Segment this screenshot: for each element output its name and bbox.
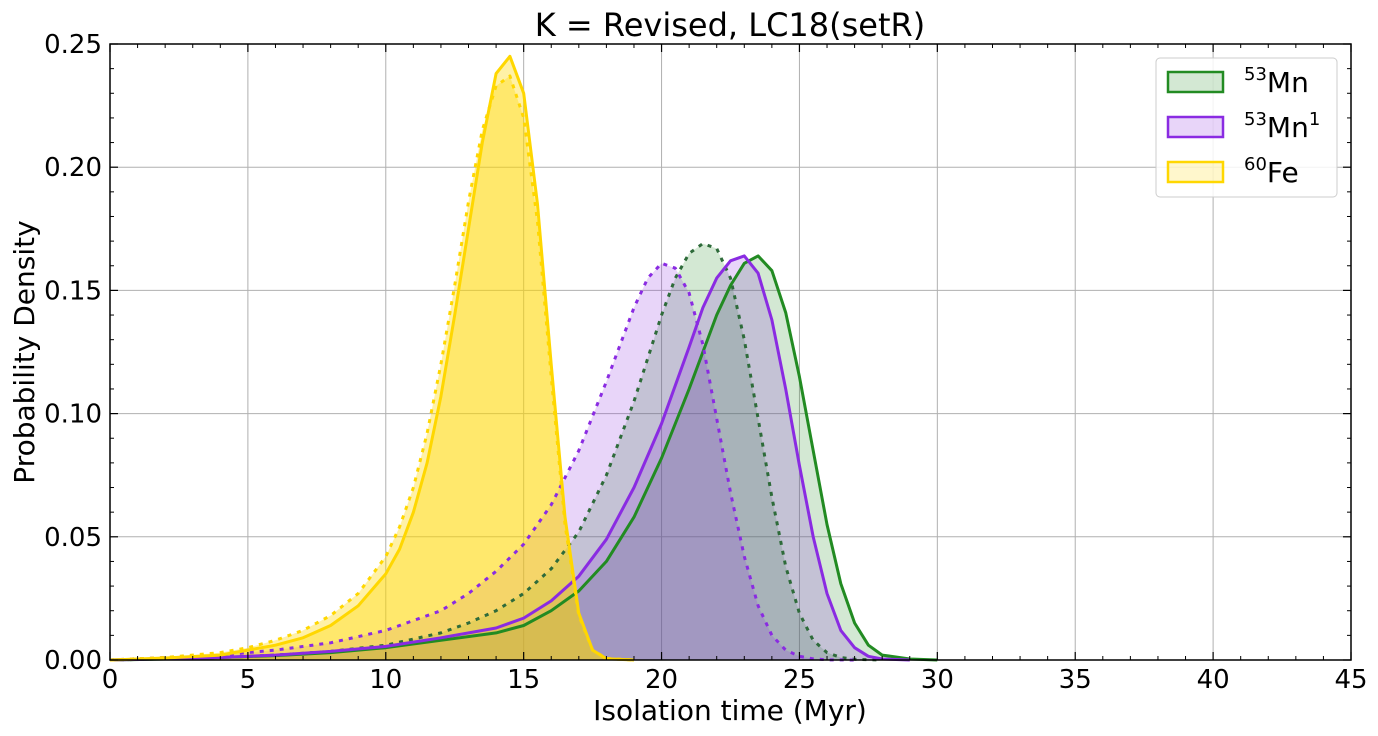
- mn53-1-dashed-line: [109, 261, 855, 662]
- y-tick-label: 0.25: [44, 30, 102, 60]
- legend-label: 60Fe: [1244, 154, 1299, 189]
- x-tick-label: 45: [1334, 665, 1367, 695]
- axis-ticks: 0 5 10 15 20 25 30 35 40 45 0.00 0.05 0.10 0.15 0.20 0.…: [44, 30, 1367, 695]
- x-tick-label: 25: [783, 665, 816, 695]
- mn53-solid-area: [110, 255, 938, 660]
- y-tick-label: 0.15: [44, 276, 102, 306]
- mn53-1-solid-area: [110, 255, 910, 660]
- x-tick-label: 35: [1059, 665, 1092, 695]
- legend-swatch: [1166, 160, 1225, 184]
- x-tick-label: 10: [369, 665, 402, 695]
- x-tick-label: 30: [921, 665, 954, 695]
- mn53-1-dashed-area: [110, 263, 855, 660]
- x-tick-label: 40: [1197, 665, 1230, 695]
- legend-swatch: [1166, 70, 1225, 94]
- fe60-dashed-line: [109, 74, 635, 662]
- legend-swatch: [1166, 115, 1225, 139]
- x-tick-label: 5: [240, 665, 257, 695]
- fe60-solid-area: [110, 56, 634, 661]
- fe60-dashed-area: [110, 76, 634, 660]
- chart-title: K = Revised, LC18(setR): [535, 6, 925, 44]
- plot-frame: [109, 43, 1352, 661]
- y-tick-label: 0.10: [44, 400, 102, 430]
- y-axis-title: Probability Density: [8, 220, 41, 483]
- x-tick-label: 0: [102, 665, 119, 695]
- mn53-dashed-line: [109, 242, 883, 662]
- x-tick-label: 15: [507, 665, 540, 695]
- y-tick-label: 0.05: [44, 523, 102, 553]
- x-axis-title: Isolation time (Myr): [593, 694, 867, 727]
- y-tick-label: 0.20: [44, 153, 102, 183]
- mn53-1-solid-line: [109, 254, 910, 662]
- legend-label: 53Mn: [1244, 64, 1309, 99]
- series-layer: [109, 54, 938, 662]
- x-tick-label: 20: [645, 665, 678, 695]
- fe60-solid-line: [109, 54, 635, 662]
- y-tick-label: 0.00: [44, 646, 102, 676]
- legend-label: 53Mn1: [1244, 109, 1320, 144]
- legend: 53Mn 53Mn1 60Fe: [1155, 57, 1338, 198]
